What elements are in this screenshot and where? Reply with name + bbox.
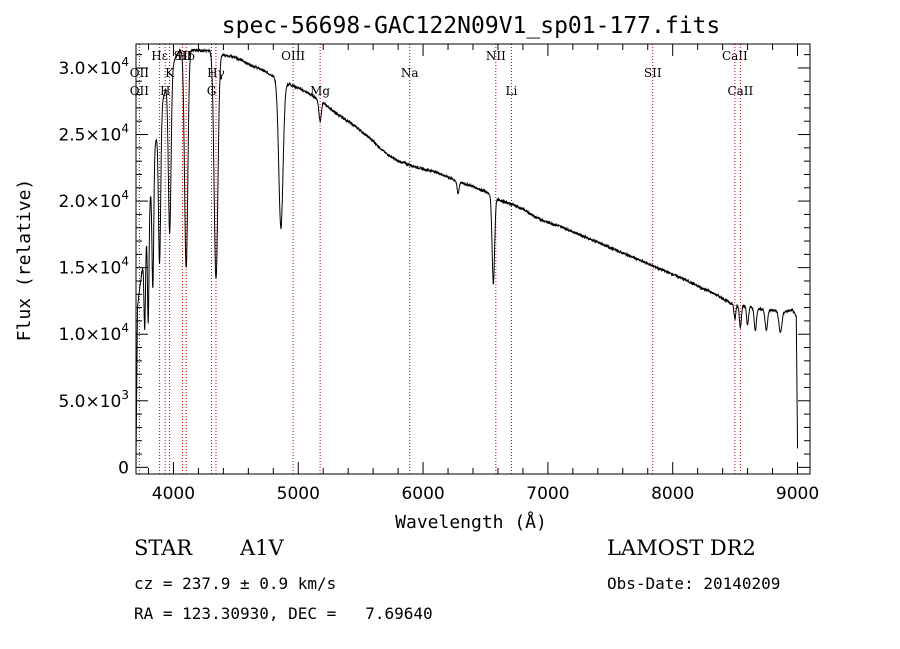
x-tick-label: 8000	[651, 484, 694, 504]
object-subclass: A1V	[240, 536, 284, 560]
spectral-line-label: Mg	[310, 84, 330, 98]
spectral-line-label: Na	[401, 66, 419, 80]
spectral-line-label: K	[165, 66, 175, 80]
x-tick-label: 7000	[526, 484, 569, 504]
spectral-line-label: CaII	[727, 84, 753, 98]
x-tick-label: 4000	[152, 484, 195, 504]
spectral-line-label: OII	[130, 66, 150, 80]
spectral-line-label: OIII	[281, 49, 305, 63]
y-tick-label: 5.0×103	[58, 388, 129, 412]
spectral-line-label: Hε	[151, 49, 168, 63]
obs-date: Obs-Date: 20140209	[607, 574, 781, 593]
spectrum-series-line	[135, 48, 798, 468]
spectral-line-label: SII	[644, 66, 662, 80]
y-tick-label: 3.0×104	[58, 55, 129, 79]
y-axis-label: Flux (relative)	[14, 179, 35, 342]
plot-frame	[135, 43, 811, 475]
spectral-line-label: Hγ	[207, 66, 225, 80]
chart-title: spec-56698-GAC122N09V1_sp01-177.fits	[222, 13, 721, 39]
spectral-line-label: NII	[486, 49, 506, 63]
survey-name: LAMOST DR2	[607, 536, 756, 560]
x-tick-label: 9000	[776, 484, 819, 504]
object-class: STAR	[134, 536, 193, 560]
y-tick-label: 2.0×104	[58, 188, 129, 212]
redshift-value: cz = 237.9 ± 0.9 km/s	[134, 574, 337, 593]
y-tick-label: 0	[118, 458, 129, 478]
spectral-line-markers: OIIOIIHεHKHδSIIGHγOIIIMgNaNIILiSIICaIICa…	[130, 44, 754, 474]
y-tick-label: 1.5×104	[58, 255, 129, 279]
x-tick-label: 6000	[401, 484, 444, 504]
spectral-line-label: OII	[130, 84, 150, 98]
coordinates: RA = 123.30930, DEC = 7.69640	[134, 604, 433, 623]
y-tick-label: 2.5×104	[58, 122, 129, 146]
spectral-line-label: G	[207, 84, 217, 98]
axes: 4000 5000 6000 7000 8000 9000 0 5.0×103 1.0×104 1…	[58, 44, 819, 504]
x-axis-label: Wavelength (Å)	[395, 511, 547, 533]
spectral-line-label: Li	[506, 84, 518, 98]
y-tick-label: 1.0×104	[58, 321, 129, 345]
spectral-line-label: CaII	[722, 49, 748, 63]
x-tick-label: 5000	[277, 484, 320, 504]
